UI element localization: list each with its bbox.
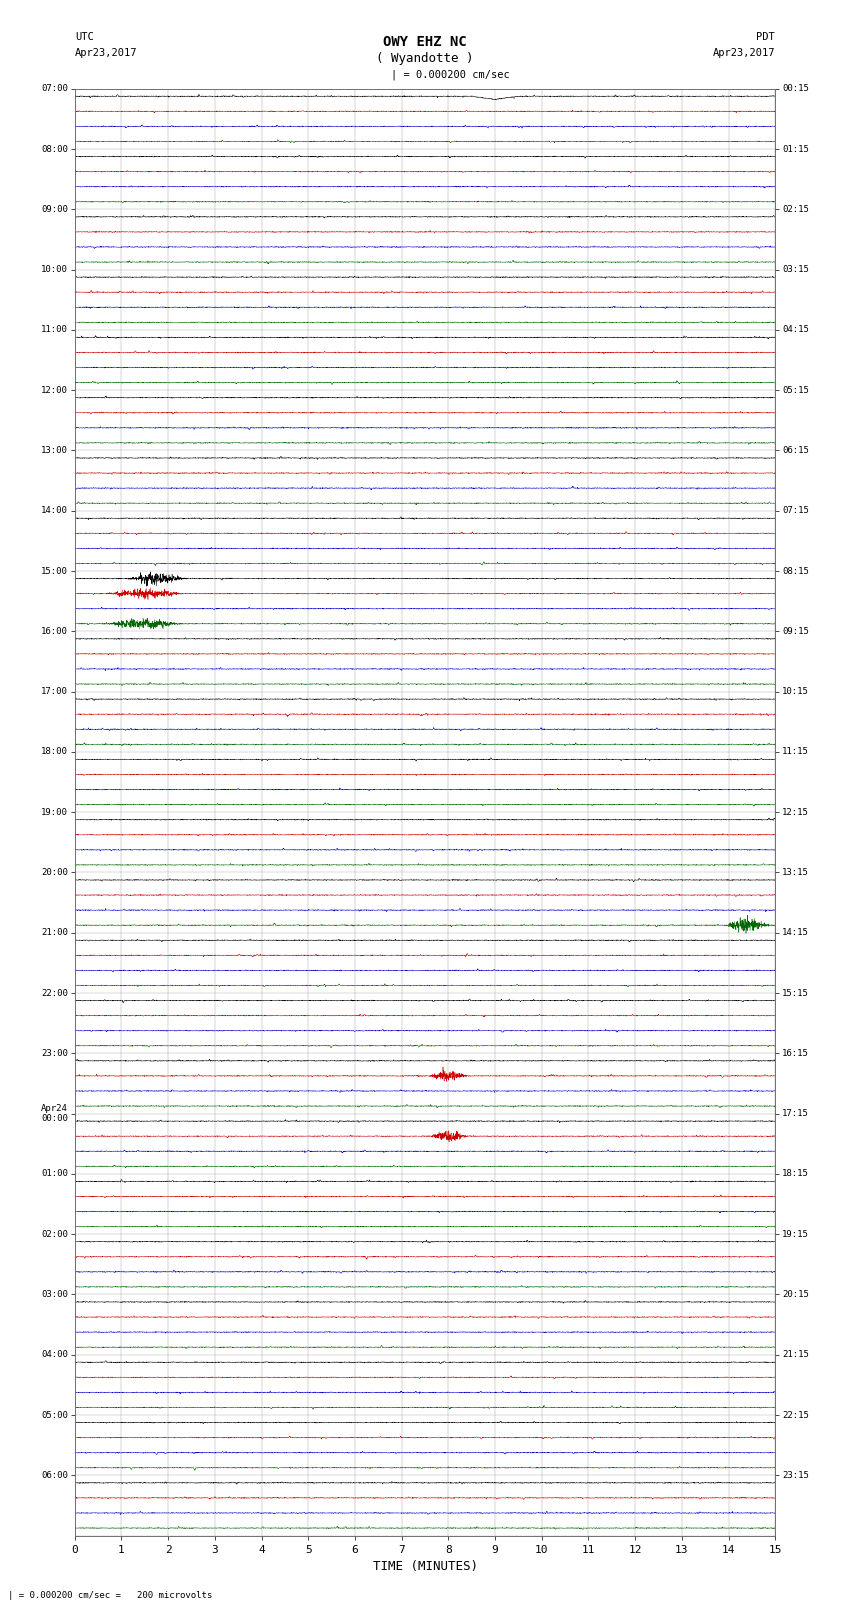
Text: | = 0.000200 cm/sec: | = 0.000200 cm/sec — [391, 69, 510, 81]
X-axis label: TIME (MINUTES): TIME (MINUTES) — [372, 1560, 478, 1573]
Text: UTC: UTC — [75, 32, 94, 42]
Text: OWY EHZ NC: OWY EHZ NC — [383, 35, 467, 50]
Text: PDT: PDT — [756, 32, 775, 42]
Text: Apr23,2017: Apr23,2017 — [712, 48, 775, 58]
Text: | = 0.000200 cm/sec =   200 microvolts: | = 0.000200 cm/sec = 200 microvolts — [8, 1590, 212, 1600]
Text: ( Wyandotte ): ( Wyandotte ) — [377, 52, 473, 65]
Text: Apr23,2017: Apr23,2017 — [75, 48, 138, 58]
